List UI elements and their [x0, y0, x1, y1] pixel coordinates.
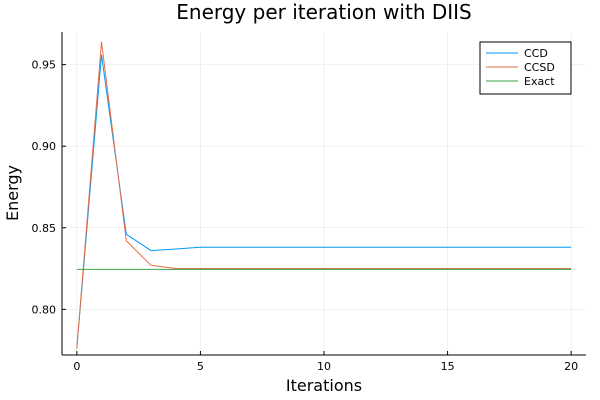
y-tick-label: 0.95	[32, 59, 57, 72]
x-tick-label: 15	[441, 360, 455, 373]
ticks: 0 5 10 15 20 0.80 0.85 0.90 0.95	[32, 59, 579, 373]
x-tick-label: 5	[197, 360, 204, 373]
legend-label-ccsd: CCSD	[524, 61, 555, 74]
series-lines	[76, 41, 572, 349]
series-line-ccd	[76, 54, 572, 349]
chart-title: Energy per iteration with DIIS	[176, 0, 472, 24]
legend-label-exact: Exact	[524, 75, 555, 88]
y-tick-label: 0.80	[32, 303, 57, 316]
x-tick-label: 0	[73, 360, 80, 373]
series-line-ccsd	[76, 41, 572, 349]
y-tick-label: 0.85	[32, 222, 57, 235]
x-tick-label: 10	[317, 360, 331, 373]
y-tick-label: 0.90	[32, 140, 57, 153]
x-axis-label: Iterations	[286, 376, 362, 395]
legend-label-ccd: CCD	[524, 47, 548, 60]
y-axis-label: Energy	[3, 165, 22, 221]
x-tick-label: 20	[564, 360, 578, 373]
legend-box	[479, 41, 572, 95]
